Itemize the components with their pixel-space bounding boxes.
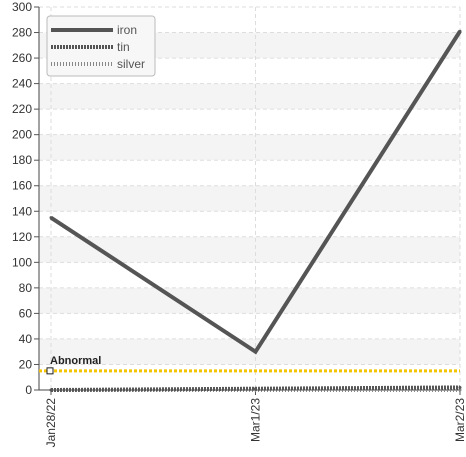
threshold-label: Abnormal [50,355,101,367]
legend: iron tin silver [46,15,156,77]
legend-label-iron: iron [117,23,137,37]
threshold-marker [46,367,54,375]
series-lines [49,29,462,392]
plot-band [39,338,460,365]
y-tick-label: 60 [19,306,33,320]
y-tick-label: 80 [19,281,33,295]
y-tick-label: 40 [19,332,33,346]
grid-lines [39,6,461,391]
y-tick-label: 220 [12,102,32,116]
x-tick-label: Mar2/23 [453,398,466,442]
plot-band [39,83,460,110]
y-axis-ticks: 0 20 40 60 80 100 120 140 160 180 200 220 240 260 280 3… [12,0,39,397]
x-axis-ticks: Jan28/22 Mar1/23 Mar2/23 [44,390,466,447]
y-tick-label: 260 [12,51,32,65]
plot-band [39,134,460,161]
y-tick-label: 100 [12,255,32,269]
y-tick-label: 180 [12,153,32,167]
legend-label-silver: silver [117,57,145,71]
data-point-tin [458,385,462,389]
threshold-line-group: Abnormal [39,355,460,375]
y-tick-label: 0 [25,383,32,397]
y-tick-label: 280 [12,26,32,40]
x-tick-label: Jan28/22 [44,398,58,448]
x-tick-label: Mar1/23 [249,398,263,442]
data-point-iron [254,350,257,354]
y-tick-label: 160 [12,179,32,193]
data-point-tin [254,387,257,391]
y-tick-label: 240 [12,77,32,91]
y-tick-label: 120 [12,230,32,244]
y-tick-label: 20 [19,357,33,371]
legend-label-tin: tin [117,40,130,54]
data-point-tin [49,388,53,392]
y-tick-label: 200 [12,128,32,142]
data-point-iron [49,216,53,220]
y-tick-label: 140 [12,204,32,218]
y-tick-label: 300 [12,0,32,14]
plot-band [39,185,460,212]
plot-band [39,287,460,314]
data-point-iron [458,29,462,33]
plot-bands [39,32,460,365]
